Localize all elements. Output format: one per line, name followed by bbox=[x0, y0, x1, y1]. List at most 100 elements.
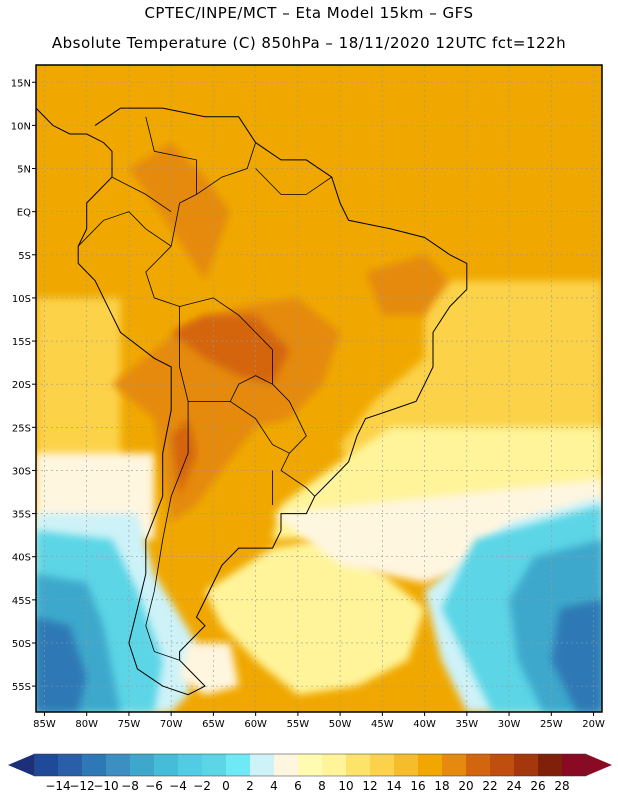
lat-tick-label: 50S bbox=[12, 639, 31, 650]
lon-tick-label: 25W bbox=[540, 719, 563, 730]
colorbar-label: 28 bbox=[554, 779, 569, 793]
colorbar-label: 0 bbox=[222, 779, 230, 793]
colorbar-high-arrow bbox=[586, 754, 612, 776]
colorbar-label: 20 bbox=[458, 779, 473, 793]
colorbar-label: 2 bbox=[246, 779, 254, 793]
lat-tick-label: 40S bbox=[12, 553, 31, 564]
colorbar-swatch bbox=[274, 754, 299, 776]
colorbar-label: 22 bbox=[482, 779, 497, 793]
lat-tick-label: 45S bbox=[12, 596, 31, 607]
colorbar-swatch bbox=[514, 754, 539, 776]
country-border bbox=[196, 142, 256, 195]
colorbar-swatch bbox=[34, 754, 59, 776]
colorbar-swatch bbox=[370, 754, 395, 776]
colorbar-label: −2 bbox=[193, 779, 211, 793]
lon-tick-label: 30W bbox=[498, 719, 521, 730]
colorbar-swatch bbox=[490, 754, 515, 776]
colorbar-label: 10 bbox=[338, 779, 353, 793]
colorbar-swatch bbox=[154, 754, 179, 776]
colorbar-swatch bbox=[418, 754, 443, 776]
colorbar-label: 24 bbox=[506, 779, 521, 793]
country-border bbox=[255, 168, 332, 195]
country-border bbox=[230, 401, 290, 454]
lon-tick-label: 80W bbox=[75, 719, 98, 730]
colorbar-label: 16 bbox=[410, 779, 425, 793]
lat-tick-label: 10N bbox=[11, 121, 31, 132]
lon-tick-label: 55W bbox=[287, 719, 310, 730]
temperature-map: 15N 10N 5N EQ 5S 10S 15S 20S 25S 30S 35S 40S 45S 50S 5… bbox=[11, 64, 605, 730]
colorbar-label: −14 bbox=[45, 779, 70, 793]
country-border bbox=[111, 176, 172, 213]
temperature-zone-17 bbox=[128, 142, 231, 281]
lon-tick-label: 85W bbox=[33, 719, 56, 730]
colorbar-swatch bbox=[178, 754, 203, 776]
colorbar-label: −8 bbox=[121, 779, 139, 793]
lon-tick-label: 40W bbox=[413, 719, 436, 730]
colorbar-swatch bbox=[202, 754, 227, 776]
chart-title-line1: CPTEC/INPE/MCT – Eta Model 15km – GFS bbox=[144, 4, 474, 22]
temperature-zone-20 bbox=[171, 418, 197, 497]
colorbar: −14−12−10 −8 −6 −4 −2 0 2 4 6 8 10 12 14 16 18 20 22 24 26… bbox=[8, 753, 612, 793]
colorbar-swatch bbox=[250, 754, 275, 776]
lon-tick-label: 50W bbox=[329, 719, 352, 730]
colorbar-swatch bbox=[82, 754, 107, 776]
country-border bbox=[179, 306, 273, 402]
colorbar-label: 26 bbox=[530, 779, 545, 793]
lon-tick-label: 65W bbox=[202, 719, 225, 730]
lat-tick-label: EQ bbox=[17, 208, 31, 219]
lon-tick-label: 75W bbox=[118, 719, 141, 730]
chart-title-line2: Absolute Temperature (C) 850hPa – 18/11/… bbox=[51, 34, 567, 52]
colorbar-swatch bbox=[538, 754, 563, 776]
lat-tick-label: 5N bbox=[17, 165, 31, 176]
lat-tick-label: 20S bbox=[12, 380, 31, 391]
temperature-zone-19 bbox=[171, 315, 290, 385]
colorbar-swatch bbox=[298, 754, 323, 776]
coastline bbox=[36, 107, 468, 696]
temperature-zone-14 bbox=[551, 599, 602, 712]
colorbar-swatch bbox=[226, 754, 251, 776]
lat-tick-label: 10S bbox=[12, 294, 31, 305]
lat-tick-label: 15N bbox=[11, 78, 31, 89]
colorbar-label: −10 bbox=[93, 779, 118, 793]
colorbar-label: 6 bbox=[294, 779, 302, 793]
colorbar-swatch bbox=[322, 754, 347, 776]
colorbar-swatch bbox=[442, 754, 467, 776]
lon-tick-label: 60W bbox=[244, 719, 267, 730]
colorbar-label: 8 bbox=[318, 779, 326, 793]
colorbar-label: 18 bbox=[434, 779, 449, 793]
lon-tick-label: 70W bbox=[160, 719, 183, 730]
country-border bbox=[145, 401, 189, 661]
colorbar-label: 14 bbox=[386, 779, 401, 793]
lat-tick-label: 35S bbox=[12, 510, 31, 521]
colorbar-label: 4 bbox=[270, 779, 278, 793]
temperature-zone-15 bbox=[179, 643, 239, 695]
lat-tick-label: 55S bbox=[12, 682, 31, 693]
colorbar-low-arrow bbox=[8, 754, 34, 776]
temperature-zone-3 bbox=[205, 539, 425, 695]
colorbar-swatch bbox=[106, 754, 131, 776]
temperature-zone-13 bbox=[36, 617, 87, 712]
map-frame bbox=[35, 64, 603, 713]
lon-tick-label: 20W bbox=[582, 719, 605, 730]
country-border bbox=[145, 245, 316, 497]
lon-tick-label: 45W bbox=[371, 719, 394, 730]
colorbar-swatch bbox=[394, 754, 419, 776]
colorbar-label: −4 bbox=[169, 779, 187, 793]
colorbar-swatch bbox=[130, 754, 155, 776]
colorbar-label: −6 bbox=[145, 779, 163, 793]
colorbar-swatch bbox=[562, 754, 587, 776]
lon-tick-label: 35W bbox=[456, 719, 479, 730]
lat-tick-label: 5S bbox=[18, 251, 31, 262]
colorbar-outline bbox=[33, 753, 587, 777]
colorbar-swatch bbox=[466, 754, 491, 776]
temperature-zone-6 bbox=[272, 479, 602, 583]
colorbar-swatch bbox=[58, 754, 83, 776]
temperature-zone-18 bbox=[365, 254, 450, 316]
country-border bbox=[145, 116, 197, 247]
lat-tick-label: 25S bbox=[12, 423, 31, 434]
country-border bbox=[77, 211, 172, 247]
colorbar-label: −12 bbox=[69, 779, 94, 793]
colorbar-label: 12 bbox=[362, 779, 377, 793]
lat-tick-label: 15S bbox=[12, 337, 31, 348]
lat-tick-label: 30S bbox=[12, 466, 31, 477]
